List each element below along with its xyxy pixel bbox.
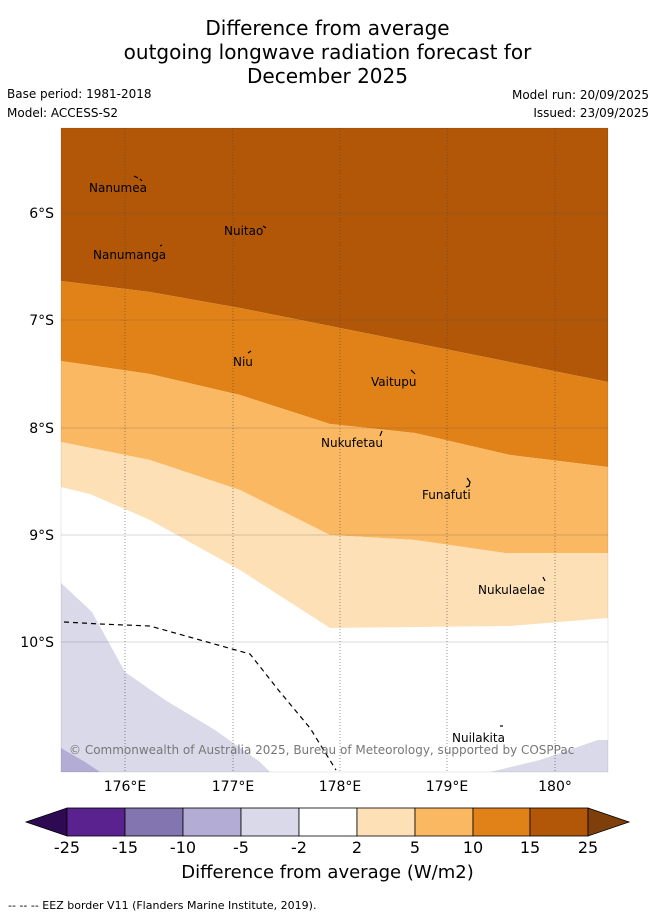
lon-label-178e: 178°E bbox=[319, 779, 362, 795]
islands bbox=[133, 175, 546, 727]
plot-frame bbox=[60, 127, 609, 773]
lat-label-8s: 8°S bbox=[29, 421, 54, 437]
place-nuitao: Nuitao bbox=[224, 224, 263, 238]
colorbar-tick-1: -25 bbox=[53, 838, 81, 857]
issued-text: Issued: 23/09/2025 bbox=[533, 106, 649, 120]
band-neg5-neg10 bbox=[61, 748, 100, 772]
latitude-gridlines bbox=[61, 212, 608, 643]
colorbar-tick-8: 10 bbox=[462, 838, 484, 857]
colorbar-swatch-2 bbox=[124, 807, 184, 837]
colorbar-tick-2: -15 bbox=[111, 838, 139, 857]
eez-border bbox=[63, 621, 337, 771]
title-line-1: Difference from average bbox=[205, 16, 450, 40]
colorbar-tick-5: -2 bbox=[291, 838, 307, 857]
lon-label-180: 180° bbox=[538, 779, 572, 795]
colorbar-tick-7: 5 bbox=[409, 838, 421, 857]
place-nukufetau: Nukufetau bbox=[321, 436, 383, 450]
island-nukufetau bbox=[379, 430, 383, 437]
band-2-5 bbox=[61, 442, 608, 628]
island-niu bbox=[247, 350, 252, 354]
copyright-text: © Commonwealth of Australia 2025, Bureau… bbox=[69, 743, 574, 757]
base-period-text: Base period: 1981-2018 bbox=[7, 87, 152, 101]
island-nanumea bbox=[133, 175, 143, 182]
colorbar-swatch-4 bbox=[240, 807, 300, 837]
colorbar-tick-6: 2 bbox=[351, 838, 363, 857]
lat-label-7s: 7°S bbox=[29, 313, 54, 329]
band-15-25 bbox=[61, 128, 608, 382]
lon-label-176e: 176°E bbox=[104, 779, 147, 795]
colorbar bbox=[24, 807, 631, 837]
island-vaitupu bbox=[410, 369, 416, 375]
longitude-gridlines bbox=[124, 128, 556, 772]
lat-label-9s: 9°S bbox=[29, 528, 54, 544]
band-neg2-neg5 bbox=[61, 583, 270, 772]
colorbar-swatch-7 bbox=[414, 807, 474, 837]
title-line-3: December 2025 bbox=[247, 64, 408, 88]
place-vaitupu: Vaitupu bbox=[371, 375, 417, 389]
map-title: Difference from average outgoing longwav… bbox=[0, 16, 655, 88]
island-nanumanga bbox=[159, 244, 163, 247]
colorbar-swatch-6 bbox=[356, 807, 416, 837]
colorbar-tick-10: 25 bbox=[577, 838, 599, 857]
colorbar-swatch-1 bbox=[66, 807, 126, 837]
eez-footnote: -- -- -- EEZ border V11 (Flanders Marine… bbox=[8, 899, 317, 912]
colorbar-swatch-3 bbox=[182, 807, 242, 837]
colorbar-over-arrow bbox=[587, 807, 631, 837]
colorbar-tick-9: 15 bbox=[519, 838, 541, 857]
place-funafuti: Funafuti bbox=[422, 488, 471, 502]
place-nuilakita: Nuilakita bbox=[452, 731, 505, 745]
colorbar-tick-3: -10 bbox=[169, 838, 197, 857]
band-10-15 bbox=[61, 281, 608, 467]
lat-label-10s: 10°S bbox=[20, 635, 54, 651]
colorbar-swatch-9 bbox=[529, 807, 589, 837]
map-plot-area bbox=[61, 128, 608, 772]
colorbar-tick-4: -5 bbox=[233, 838, 249, 857]
lon-label-177e: 177°E bbox=[212, 779, 255, 795]
colorbar-swatch-8 bbox=[472, 807, 531, 837]
place-nanumea: Nanumea bbox=[89, 181, 147, 195]
island-nukulaelae bbox=[542, 576, 546, 582]
place-nukulaelae: Nukulaelae bbox=[478, 583, 545, 597]
island-nuitao bbox=[262, 225, 267, 229]
colorbar-under-arrow bbox=[24, 807, 68, 837]
place-niu: Niu bbox=[233, 355, 253, 369]
lat-label-6s: 6°S bbox=[29, 206, 54, 222]
band-5-10 bbox=[61, 361, 608, 553]
band-neg2-neg5-east bbox=[490, 740, 608, 772]
island-funafuti bbox=[465, 477, 471, 488]
colorbar-title: Difference from average (W/m2) bbox=[181, 862, 474, 883]
place-nanumanga: Nanumanga bbox=[93, 248, 166, 262]
model-text: Model: ACCESS-S2 bbox=[7, 106, 119, 120]
title-line-2: outgoing longwave radiation forecast for bbox=[123, 40, 532, 64]
model-run-text: Model run: 20/09/2025 bbox=[511, 88, 649, 102]
colorbar-swatch-5 bbox=[298, 807, 358, 837]
lon-label-179e: 179°E bbox=[426, 779, 469, 795]
